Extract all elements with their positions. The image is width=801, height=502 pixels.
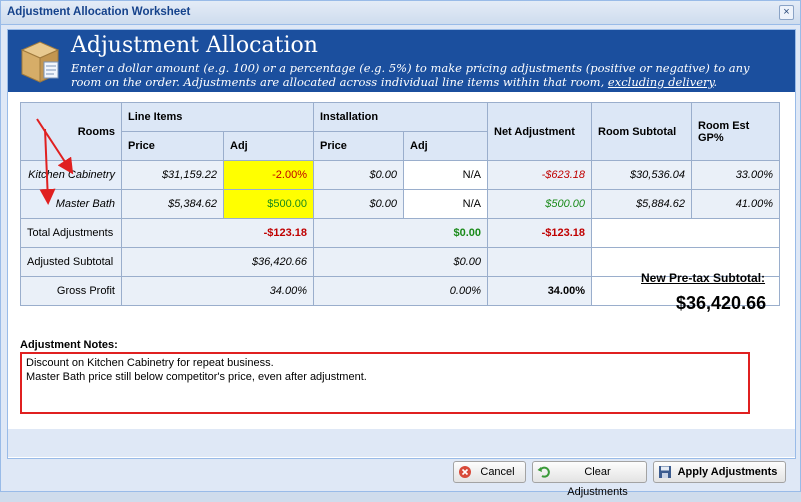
total-net: -$123.18 (487, 218, 592, 248)
gross-profit-label: Gross Profit (20, 276, 122, 306)
room-name: Master Bath (20, 189, 122, 219)
header-room-est-gp: Room Est GP% (691, 102, 780, 161)
cancel-button[interactable]: Cancel (453, 461, 526, 483)
room-subtotal: $5,884.62 (591, 189, 692, 219)
desc-underlined: excluding delivery (607, 75, 714, 89)
banner: Adjustment Allocation Enter a dollar amo… (8, 30, 795, 92)
banner-heading: Adjustment Allocation (71, 33, 318, 58)
total-adjustments-label: Total Adjustments (20, 218, 122, 248)
desc-end: . (713, 75, 718, 89)
room-gp: 41.00% (691, 189, 780, 219)
room-subtotal: $30,536.04 (591, 160, 692, 190)
total-li: -$123.18 (121, 218, 314, 248)
li-adj-input[interactable]: -2.00% (223, 160, 314, 190)
header-inst-adj: Adj (403, 131, 488, 161)
header-room-subtotal: Room Subtotal (591, 102, 692, 161)
table-row: Master Bath $5,384.62 $500.00 $0.00 N/A … (20, 189, 780, 219)
adj-sub-inst: $0.00 (313, 247, 488, 277)
save-icon (659, 466, 671, 478)
header-installation: Installation (313, 102, 488, 132)
header-li-adj: Adj (223, 131, 314, 161)
close-icon[interactable]: × (779, 5, 794, 20)
content-panel: Adjustment Allocation Enter a dollar amo… (7, 29, 796, 459)
header-rooms: Rooms (20, 102, 122, 161)
room-name: Kitchen Cabinetry (20, 160, 122, 190)
notes-label: Adjustment Notes: (20, 339, 118, 351)
gp-inst: 0.00% (313, 276, 488, 306)
inst-price: $0.00 (313, 160, 404, 190)
notes-textarea[interactable]: Discount on Kitchen Cabinetry for repeat… (20, 352, 750, 414)
window-titlebar[interactable]: Adjustment Allocation Worksheet × (1, 1, 800, 25)
gp-li: 34.00% (121, 276, 314, 306)
net-adjustment: -$623.18 (487, 160, 592, 190)
header-line-items: Line Items (121, 102, 314, 132)
package-icon (20, 41, 60, 83)
li-adj-input[interactable]: $500.00 (223, 189, 314, 219)
pretax-label: New Pre-tax Subtotal: (641, 271, 766, 285)
inst-adj-input[interactable]: N/A (403, 189, 488, 219)
adjusted-subtotal-label: Adjusted Subtotal (20, 247, 122, 277)
apply-adjustments-button[interactable]: Apply Adjustments (653, 461, 786, 483)
window-title: Adjustment Allocation Worksheet (7, 6, 191, 18)
header-li-price: Price (121, 131, 224, 161)
clear-adjustments-button[interactable]: Clear Adjustments (532, 461, 647, 498)
table-row: Kitchen Cabinetry $31,159.22 -2.00% $0.0… (20, 160, 780, 190)
banner-description: Enter a dollar amount (e.g. 100) or a pe… (71, 61, 781, 89)
header-net-adjustment: Net Adjustment (487, 102, 592, 161)
gross-profit-row: Gross Profit 34.00% 0.00% 34.00% (20, 276, 780, 306)
content-footer (8, 429, 795, 457)
net-adjustment: $500.00 (487, 189, 592, 219)
undo-icon (537, 466, 550, 478)
room-gp: 33.00% (691, 160, 780, 190)
li-price: $5,384.62 (121, 189, 224, 219)
pretax-value: $36,420.66 (676, 293, 767, 313)
header-inst-price: Price (313, 131, 404, 161)
gp-net: 34.00% (487, 276, 592, 306)
li-price: $31,159.22 (121, 160, 224, 190)
adj-sub-li: $36,420.66 (121, 247, 314, 277)
inst-price: $0.00 (313, 189, 404, 219)
total-inst: $0.00 (313, 218, 488, 248)
inst-adj-input[interactable]: N/A (403, 160, 488, 190)
total-adjustments-row: Total Adjustments -$123.18 $0.00 -$123.1… (20, 218, 780, 248)
allocation-table: Rooms Line Items Installation Net Adjust… (20, 102, 780, 306)
adjusted-subtotal-row: Adjusted Subtotal $36,420.66 $0.00 (20, 247, 780, 277)
cancel-icon (459, 466, 471, 478)
desc-main: Enter a dollar amount (e.g. 100) or a pe… (71, 61, 750, 89)
